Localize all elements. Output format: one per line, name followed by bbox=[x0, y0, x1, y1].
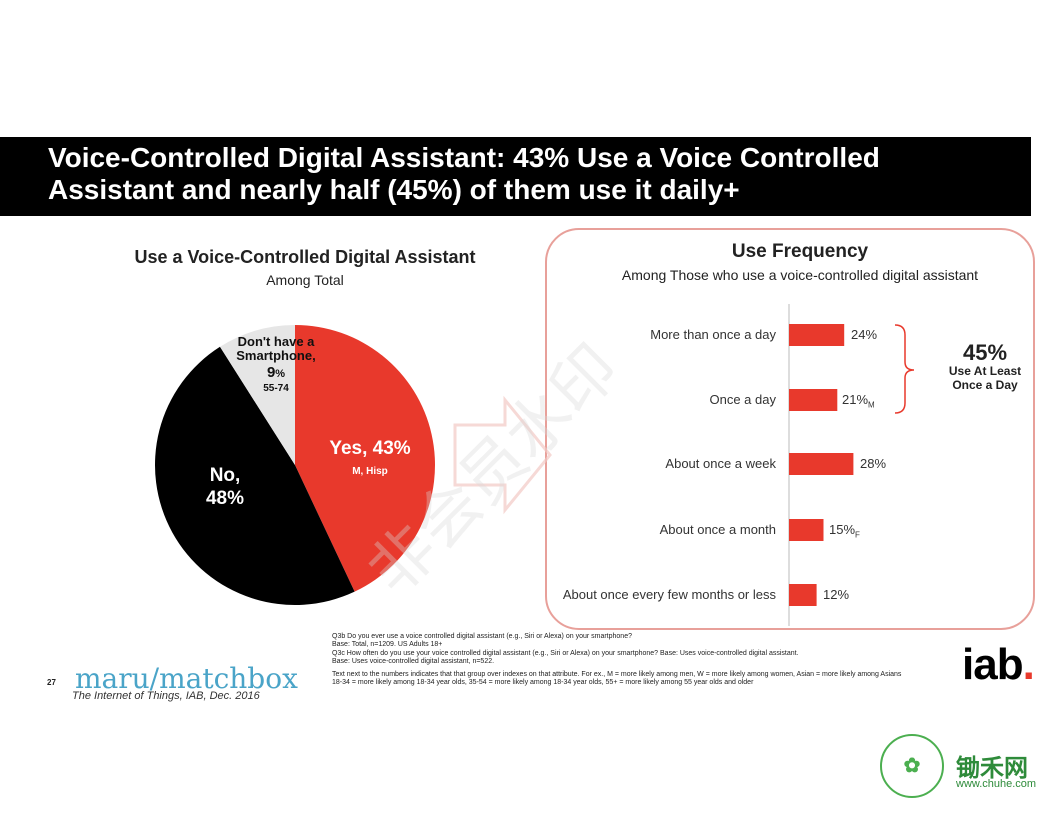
bar-value-text: 15% bbox=[829, 522, 856, 537]
pie-slice bbox=[155, 346, 355, 605]
bar-category-label: About once every few months or less bbox=[562, 587, 776, 602]
pie-label-none-line2: Smartphone, bbox=[236, 348, 316, 363]
page-number: 27 bbox=[47, 678, 56, 687]
bar-value-text: 21% bbox=[842, 392, 869, 407]
pie-slice bbox=[219, 325, 295, 465]
bar-value-label: 21%M bbox=[842, 392, 875, 410]
maru-matchbox-logo: maru/matchbox bbox=[75, 662, 298, 695]
footnote-line: Text next to the numbers indicates that … bbox=[332, 670, 902, 678]
chuhe-site-url: www.chuhe.com bbox=[956, 778, 1037, 790]
bar-value-text: 28% bbox=[860, 456, 887, 471]
bar-value-label: 28% bbox=[860, 456, 886, 471]
bar-category-label: About once a month bbox=[659, 522, 776, 537]
daily-total-line-1: Use At Least bbox=[948, 364, 1022, 378]
pie-label-none-value: 9% bbox=[226, 364, 326, 381]
page-title-line-2: Assistant and nearly half (45%) of them … bbox=[48, 174, 740, 205]
bar bbox=[789, 584, 817, 606]
pie-label-no: No, bbox=[209, 465, 241, 486]
footnote-line: Base: Total, n=1209. US Adults 18+ bbox=[332, 641, 443, 649]
frequency-panel bbox=[545, 228, 1035, 630]
footnote-line: Q3c How often do you use your voice cont… bbox=[332, 649, 799, 657]
bar bbox=[789, 519, 824, 541]
bar-value-label: 15%F bbox=[829, 522, 860, 540]
iab-logo-dot: . bbox=[1022, 640, 1035, 689]
title-bar bbox=[0, 137, 1031, 216]
pie-label-none: Don't have a bbox=[237, 334, 315, 349]
source-citation: The Internet of Things, IAB, Dec. 2016 bbox=[72, 690, 260, 702]
pie-label-none-percent: % bbox=[275, 368, 286, 380]
arrow-watermark bbox=[453, 395, 552, 515]
pie-chart-subtitle: Among Total bbox=[266, 272, 344, 288]
pie-label-yes: Yes, 43% bbox=[329, 438, 411, 459]
bar-value-text: 12% bbox=[823, 587, 850, 602]
pie-label-yes-note: M, Hisp bbox=[352, 466, 388, 477]
bar-category-label: More than once a day bbox=[650, 327, 776, 342]
pie-chart bbox=[155, 325, 435, 605]
pie-slice bbox=[295, 325, 435, 592]
daily-total-label: Use At Least Once a Day bbox=[940, 364, 1030, 392]
bar-value-label: 24% bbox=[851, 327, 877, 342]
chuhe-site-name: 锄禾网 bbox=[956, 755, 1028, 782]
pie-chart-title: Use a Voice-Controlled Digital Assistant bbox=[134, 247, 476, 267]
bracket bbox=[894, 324, 915, 414]
footnote-line: 18-34 = more likely among 18-34 year old… bbox=[332, 679, 754, 687]
pie-label-no-value: 48% bbox=[205, 488, 245, 509]
footnote-line: Base: Uses voice-controlled digital assi… bbox=[332, 658, 495, 666]
bar-value-label: 12% bbox=[823, 587, 849, 602]
bar-chart bbox=[788, 304, 854, 626]
footnote-line: Q3b Do you ever use a voice controlled d… bbox=[332, 633, 632, 640]
bar-value-text: 24% bbox=[851, 327, 878, 342]
frequency-chart-subtitle: Among Those who use a voice-controlled d… bbox=[621, 267, 979, 283]
bar-value-subscript: F bbox=[855, 530, 860, 540]
bar bbox=[789, 324, 845, 346]
bar bbox=[789, 453, 854, 475]
daily-total-line-2: Once a Day bbox=[952, 378, 1018, 392]
footnotes: Q3b Do you ever use a voice controlled d… bbox=[332, 633, 967, 687]
bar bbox=[789, 389, 838, 411]
iab-logo: iab. bbox=[962, 640, 1035, 690]
daily-total-value: 45% bbox=[962, 340, 1008, 365]
page-title-line-1: Voice-Controlled Digital Assistant: 43% … bbox=[48, 142, 880, 173]
chuhe-logo-icon: ✿ bbox=[880, 734, 944, 798]
frequency-chart-title: Use Frequency bbox=[731, 241, 869, 262]
bar-category-label: About once a week bbox=[665, 456, 776, 471]
pie-label-none-number: 9 bbox=[266, 364, 276, 381]
pie-label-none-note: 55-74 bbox=[263, 383, 289, 394]
iab-logo-text: iab bbox=[962, 640, 1024, 689]
bar-category-label: Once a day bbox=[709, 392, 777, 407]
bar-value-subscript: M bbox=[868, 400, 875, 410]
